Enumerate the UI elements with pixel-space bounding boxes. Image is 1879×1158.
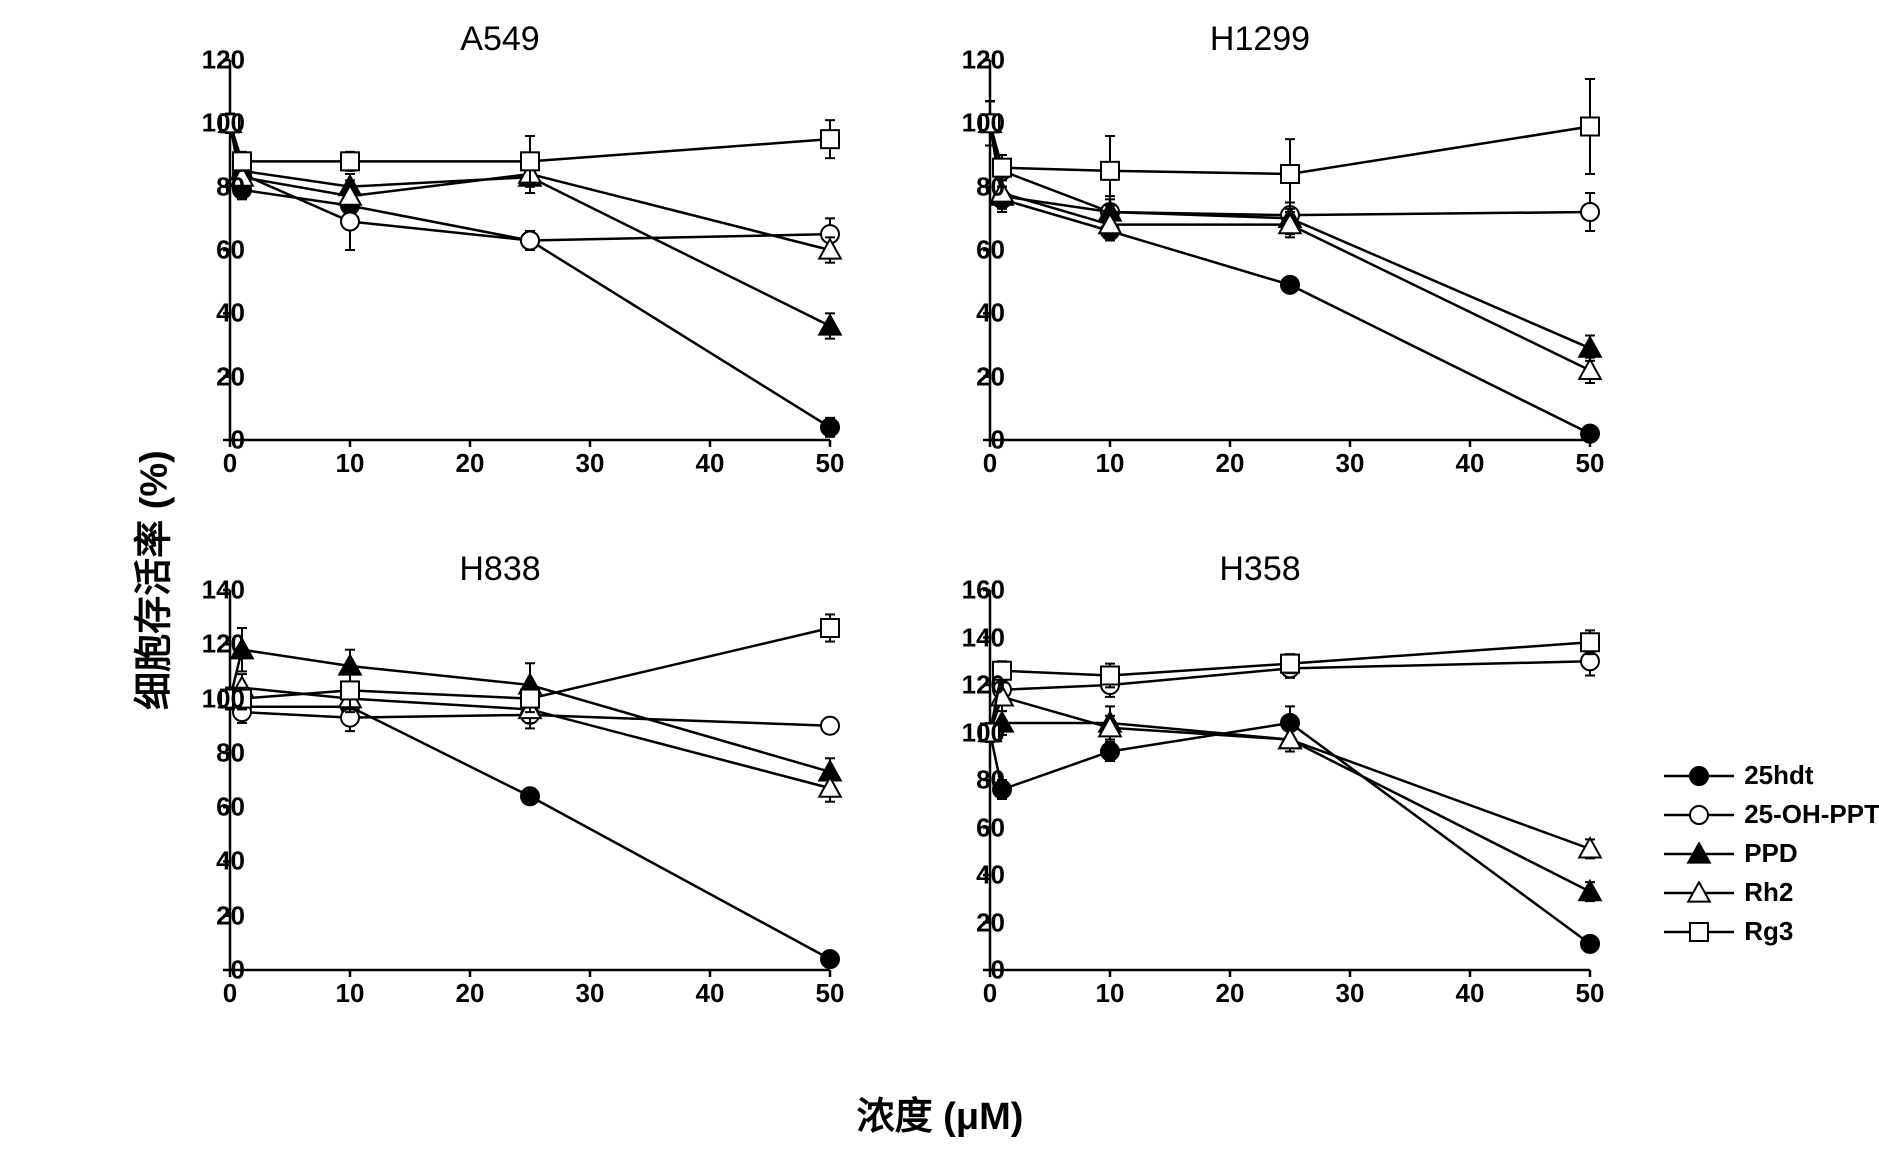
- y-tick-label: 140: [175, 575, 245, 606]
- y-tick-label: 40: [935, 298, 1005, 329]
- plot-area: [230, 590, 830, 970]
- legend-marker-icon: [1664, 920, 1734, 944]
- legend-label: 25-OH-PPT: [1744, 799, 1879, 830]
- x-tick-label: 20: [456, 978, 485, 1009]
- y-tick-label: 40: [175, 298, 245, 329]
- plot-area: [990, 60, 1590, 440]
- panel-title: H838: [459, 550, 540, 589]
- x-tick-label: 0: [983, 978, 997, 1009]
- legend-label: Rg3: [1744, 916, 1793, 947]
- legend-marker-icon: [1664, 803, 1734, 827]
- y-tick-label: 100: [935, 108, 1005, 139]
- legend-row: 25-OH-PPT: [1664, 799, 1879, 830]
- panel-title: H1299: [1210, 20, 1310, 59]
- x-tick-label: 30: [1336, 978, 1365, 1009]
- x-tick-label: 40: [696, 448, 725, 479]
- panel: H129902040608010012001020304050: [900, 20, 1620, 510]
- x-tick-label: 20: [1216, 448, 1245, 479]
- plot-area: [230, 60, 830, 440]
- y-tick-label: 20: [935, 361, 1005, 392]
- x-tick-label: 10: [1096, 448, 1125, 479]
- y-tick-label: 80: [175, 171, 245, 202]
- panel-title: A549: [460, 20, 539, 59]
- legend-row: Rh2: [1664, 877, 1879, 908]
- y-tick-label: 60: [175, 792, 245, 823]
- legend-row: 25hdt: [1664, 760, 1879, 791]
- x-tick-label: 40: [1456, 448, 1485, 479]
- y-tick-label: 80: [175, 737, 245, 768]
- x-tick-label: 20: [456, 448, 485, 479]
- y-tick-label: 80: [935, 171, 1005, 202]
- y-tick-label: 100: [935, 717, 1005, 748]
- plot-area: [990, 590, 1590, 970]
- y-tick-label: 40: [935, 860, 1005, 891]
- legend-marker-icon: [1664, 881, 1734, 905]
- panel: H35802040608010012014016001020304050: [900, 550, 1620, 1040]
- x-tick-label: 40: [696, 978, 725, 1009]
- x-tick-label: 20: [1216, 978, 1245, 1009]
- x-tick-label: 50: [1576, 978, 1605, 1009]
- y-tick-label: 40: [175, 846, 245, 877]
- y-tick-label: 20: [935, 907, 1005, 938]
- x-tick-label: 30: [1336, 448, 1365, 479]
- figure-root: 细胞存活率 (%) 浓度 (μM) A549020406080100120010…: [20, 20, 1860, 1140]
- y-tick-label: 140: [935, 622, 1005, 653]
- x-axis-label: 浓度 (μM): [857, 1085, 1024, 1140]
- panel-title: H358: [1219, 550, 1300, 589]
- legend-label: PPD: [1744, 838, 1797, 869]
- x-tick-label: 10: [1096, 978, 1125, 1009]
- y-tick-label: 20: [175, 900, 245, 931]
- panel: H83802040608010012014001020304050: [140, 550, 860, 1040]
- x-tick-label: 50: [816, 978, 845, 1009]
- y-tick-label: 20: [175, 361, 245, 392]
- y-tick-label: 100: [175, 683, 245, 714]
- legend-row: PPD: [1664, 838, 1879, 869]
- legend: 25hdt 25-OH-PPT PPD Rh2 Rg3: [1664, 760, 1879, 955]
- x-tick-label: 30: [576, 448, 605, 479]
- x-tick-label: 10: [336, 448, 365, 479]
- y-tick-label: 160: [935, 575, 1005, 606]
- panels-grid: A54902040608010012001020304050H129902040…: [140, 20, 1620, 1040]
- y-tick-label: 120: [175, 45, 245, 76]
- x-tick-label: 30: [576, 978, 605, 1009]
- y-tick-label: 60: [935, 812, 1005, 843]
- x-tick-label: 0: [223, 448, 237, 479]
- y-tick-label: 120: [935, 670, 1005, 701]
- legend-row: Rg3: [1664, 916, 1879, 947]
- y-tick-label: 80: [935, 765, 1005, 796]
- panel: A54902040608010012001020304050: [140, 20, 860, 510]
- y-tick-label: 120: [175, 629, 245, 660]
- y-tick-label: 100: [175, 108, 245, 139]
- x-tick-label: 0: [223, 978, 237, 1009]
- x-tick-label: 50: [1576, 448, 1605, 479]
- y-tick-label: 60: [175, 235, 245, 266]
- legend-marker-icon: [1664, 764, 1734, 788]
- x-tick-label: 40: [1456, 978, 1485, 1009]
- x-tick-label: 10: [336, 978, 365, 1009]
- legend-marker-icon: [1664, 842, 1734, 866]
- y-tick-label: 60: [935, 235, 1005, 266]
- x-tick-label: 0: [983, 448, 997, 479]
- y-tick-label: 120: [935, 45, 1005, 76]
- legend-label: 25hdt: [1744, 760, 1813, 791]
- x-tick-label: 50: [816, 448, 845, 479]
- legend-label: Rh2: [1744, 877, 1793, 908]
